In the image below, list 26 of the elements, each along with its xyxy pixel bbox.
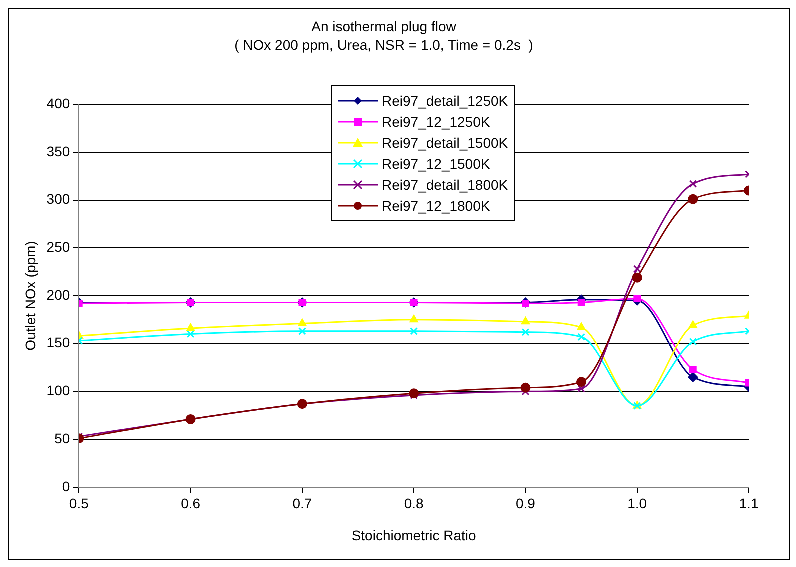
y-tick-label: 300 — [46, 191, 70, 208]
legend-label: Rei97_detail_1800K — [382, 176, 508, 192]
y-tick-label: 150 — [46, 334, 70, 351]
chart-subtitle: ( NOx 200 ppm, Urea, NSR = 1.0, Time = 0.2s ) — [234, 37, 534, 54]
y-axis-title: Outlet NOx (ppm) — [22, 241, 38, 351]
x-tick-label: 1.1 — [739, 496, 759, 512]
x-tick-label: 0.7 — [292, 496, 312, 512]
y-tick-label: 100 — [46, 382, 70, 399]
legend-label: Rei97_detail_1250K — [382, 92, 508, 108]
legend-label: Rei97_12_1250K — [382, 114, 490, 130]
y-tick-label: 250 — [46, 239, 70, 256]
legend-label: Rei97_12_1500K — [382, 156, 490, 172]
y-tick-label: 50 — [54, 430, 70, 446]
legend-label: Rei97_detail_1500K — [382, 134, 508, 150]
y-tick-label: 400 — [46, 95, 70, 112]
chart-title: An isothermal plug flow — [312, 18, 458, 34]
x-tick-label: 0.9 — [516, 496, 536, 512]
x-tick-label: 0.5 — [69, 496, 90, 512]
y-tick-label: 350 — [46, 143, 70, 160]
y-tick-label: 200 — [46, 286, 70, 303]
x-axis-title: Stoichiometric Ratio — [352, 527, 477, 544]
legend-label: Rei97_12_1800K — [382, 198, 490, 214]
y-tick-label: 0 — [62, 478, 70, 494]
x-tick-label: 1.0 — [628, 496, 648, 512]
x-tick-label: 0.8 — [404, 496, 424, 512]
x-tick-label: 0.6 — [181, 496, 201, 512]
